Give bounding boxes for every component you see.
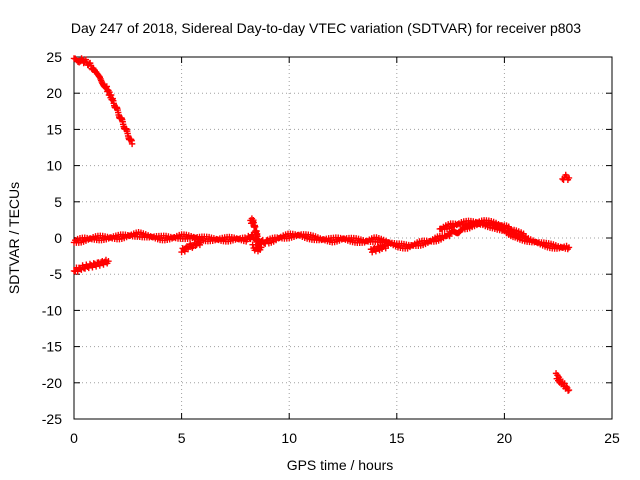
data-point: [565, 244, 573, 251]
data-point: [192, 242, 199, 250]
y-tick-label: 25: [46, 49, 62, 65]
series-isolated-upper-blip: [559, 171, 573, 183]
data-point: [369, 248, 376, 256]
axis-ticks: [73, 56, 613, 420]
data-point: [96, 262, 104, 269]
data-point: [522, 233, 530, 240]
y-tick-label: -20: [42, 375, 62, 391]
x-tick-label: 25: [604, 430, 620, 446]
y-tick-label: -15: [42, 339, 62, 355]
tick-labels: 0 5 10 15 20 25 -25 -20 -15 -10 -5 0 5 10 15 20 25: [42, 49, 620, 446]
data-point: [89, 264, 96, 271]
y-tick-label: 15: [46, 121, 62, 137]
data-point: [78, 55, 85, 62]
x-tick-label: 10: [281, 430, 297, 446]
x-tick-label: 5: [178, 430, 186, 446]
y-axis-label: SDTVAR / TECUs: [6, 182, 22, 294]
y-tick-label: 20: [46, 85, 62, 101]
series-dip-near-5h: [178, 238, 205, 256]
data-point: [521, 234, 528, 242]
data-series: [70, 55, 573, 394]
data-point: [249, 241, 256, 248]
data-point: [565, 174, 573, 182]
series-descending-arc: [70, 55, 136, 148]
y-tick-label: -10: [42, 302, 62, 318]
data-point: [258, 244, 265, 251]
data-point: [80, 59, 87, 67]
series-late-low-arc: [552, 370, 573, 394]
y-tick-label: -5: [50, 266, 63, 282]
x-axis-label: GPS time / hours: [287, 457, 394, 473]
x-tick-label: 0: [70, 430, 78, 446]
series-main-band: [70, 218, 573, 253]
data-point: [384, 242, 392, 249]
data-point: [92, 263, 100, 270]
series-dip-near-14h: [367, 240, 392, 256]
data-point: [446, 232, 453, 240]
series-band-upper-trace: [436, 217, 530, 242]
y-tick-label: 0: [54, 230, 62, 246]
data-point: [197, 239, 205, 246]
data-point: [184, 245, 192, 253]
x-tick-label: 15: [389, 430, 405, 446]
data-point: [105, 257, 112, 265]
data-point: [128, 140, 136, 148]
y-tick-label: 5: [54, 194, 62, 210]
data-point: [565, 386, 573, 394]
y-tick-label: -25: [42, 411, 62, 427]
chart-title: Day 247 of 2018, Sidereal Day-to-day VTE…: [71, 20, 581, 36]
data-point: [181, 248, 189, 255]
x-tick-label: 20: [497, 430, 513, 446]
data-point: [75, 59, 83, 66]
series-early-low-arc: [70, 256, 112, 275]
series-dip-near-8h: [249, 241, 265, 255]
y-tick-label: 10: [46, 158, 62, 174]
